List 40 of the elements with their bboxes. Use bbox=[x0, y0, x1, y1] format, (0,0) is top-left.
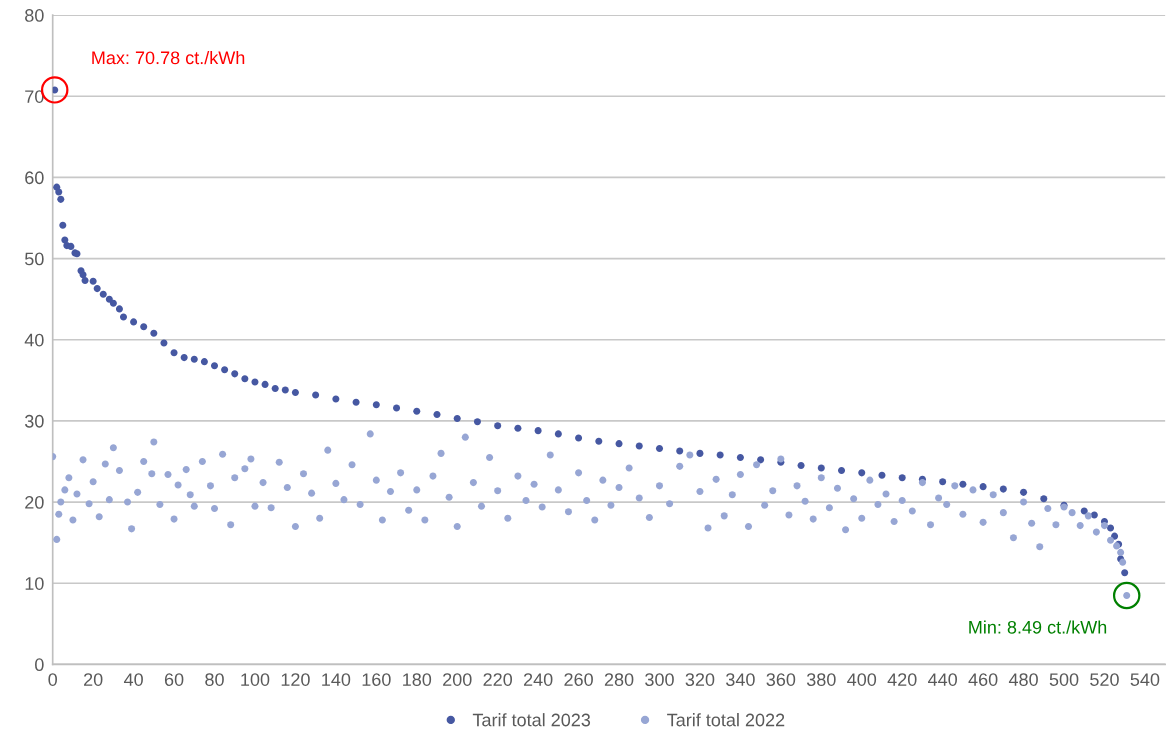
x-tick-label: 500 bbox=[1049, 673, 1079, 686]
x-tick-label: 420 bbox=[887, 673, 917, 686]
y-tick-label: 30 bbox=[24, 414, 44, 428]
x-tick-label: 180 bbox=[403, 673, 432, 686]
y-tick-label: 20 bbox=[25, 496, 44, 509]
y-tick-label: 50 bbox=[25, 252, 44, 266]
annotation: Min: 8.49 ct./kWh bbox=[969, 620, 1107, 634]
x-tick-label: 480 bbox=[1008, 673, 1038, 686]
y-tick-label: 80 bbox=[25, 9, 44, 22]
x-tick-label: 40 bbox=[123, 673, 143, 686]
x-tick-label: 0 bbox=[48, 673, 58, 686]
legend-label: Tarif total 2023 bbox=[472, 713, 591, 727]
x-tick-label: 340 bbox=[726, 673, 755, 686]
x-tick-label: 100 bbox=[241, 673, 270, 686]
x-tick-label: 300 bbox=[645, 673, 674, 686]
x-tick-label: 540 bbox=[1130, 673, 1160, 686]
x-tick-label: 240 bbox=[523, 673, 553, 686]
annotation: Max: 70.78 ct./kWh bbox=[92, 50, 245, 65]
x-tick-label: 60 bbox=[164, 673, 184, 686]
x-tick-label: 220 bbox=[483, 673, 513, 686]
x-tick-label: 320 bbox=[685, 673, 715, 686]
y-tick-label: 60 bbox=[25, 171, 44, 185]
x-tick-label: 260 bbox=[564, 673, 593, 686]
legend-label: Tarif total 2022 bbox=[667, 713, 785, 727]
y-tick-label: 40 bbox=[24, 333, 44, 347]
y-tick-label: 10 bbox=[25, 577, 44, 590]
x-tick-label: 20 bbox=[84, 673, 103, 686]
x-tick-label: 400 bbox=[847, 673, 877, 686]
x-tick-label: 360 bbox=[766, 673, 796, 686]
x-tick-label: 440 bbox=[928, 673, 958, 686]
x-tick-label: 460 bbox=[968, 673, 998, 686]
x-tick-label: 380 bbox=[806, 673, 836, 686]
x-tick-label: 520 bbox=[1090, 673, 1119, 686]
x-tick-label: 140 bbox=[322, 673, 351, 686]
x-tick-label: 120 bbox=[281, 673, 310, 686]
x-tick-label: 80 bbox=[205, 673, 224, 686]
x-tick-label: 160 bbox=[362, 673, 391, 686]
x-tick-label: 280 bbox=[604, 673, 634, 686]
x-tick-label: 200 bbox=[443, 673, 472, 686]
y-tick-label: 0 bbox=[35, 658, 44, 672]
